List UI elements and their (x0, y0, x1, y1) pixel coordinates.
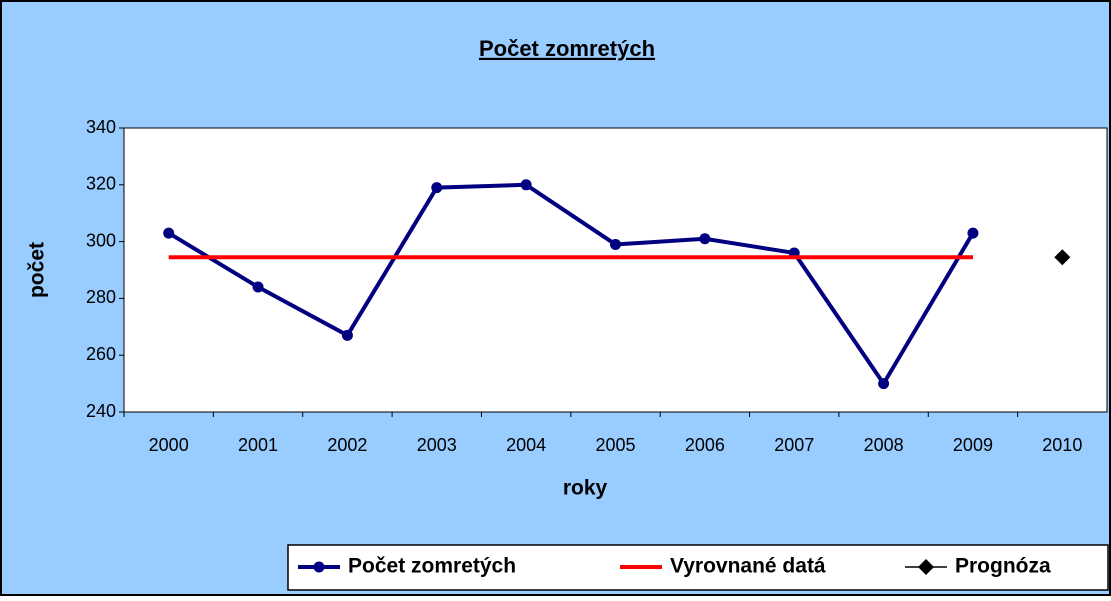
y-axis-label: počet (26, 242, 49, 298)
x-tick-label: 2001 (238, 435, 278, 455)
chart-title: Počet zomretých (479, 36, 655, 61)
x-tick-label: 2006 (685, 435, 725, 455)
point (699, 233, 711, 245)
point (967, 227, 979, 239)
x-tick-label: 2010 (1042, 435, 1082, 455)
y-tick-label: 280 (86, 287, 116, 307)
x-tick-label: 2008 (864, 435, 904, 455)
x-tick-label: 2004 (506, 435, 546, 455)
point (341, 329, 353, 341)
point (878, 378, 890, 390)
legend-label: Vyrovnané datá (670, 555, 826, 578)
point (1054, 249, 1071, 266)
x-tick-label: 2007 (774, 435, 814, 455)
x-tick-label: 2009 (953, 435, 993, 455)
point (163, 227, 175, 239)
point (520, 179, 532, 191)
series-line (167, 182, 975, 388)
point (252, 281, 264, 293)
x-tick-label: 2005 (595, 435, 635, 455)
legend-label: Počet zomretých (348, 555, 516, 578)
plot-area (123, 127, 1108, 413)
legend-label: Prognóza (955, 555, 1051, 578)
y-tick-label: 320 (86, 174, 116, 194)
x-tick-label: 2003 (417, 435, 457, 455)
point (431, 182, 443, 194)
legend (287, 544, 1109, 591)
x-axis-label: roky (563, 477, 608, 500)
y-tick-label: 340 (86, 117, 116, 137)
x-tick-label: 2000 (149, 435, 189, 455)
point (610, 238, 621, 250)
x-tick-label: 2002 (327, 435, 367, 455)
y-tick-label: 300 (86, 230, 116, 250)
point (918, 559, 934, 575)
y-tick-label: 240 (86, 401, 116, 421)
y-tick-label: 260 (86, 344, 116, 364)
point (313, 561, 325, 573)
